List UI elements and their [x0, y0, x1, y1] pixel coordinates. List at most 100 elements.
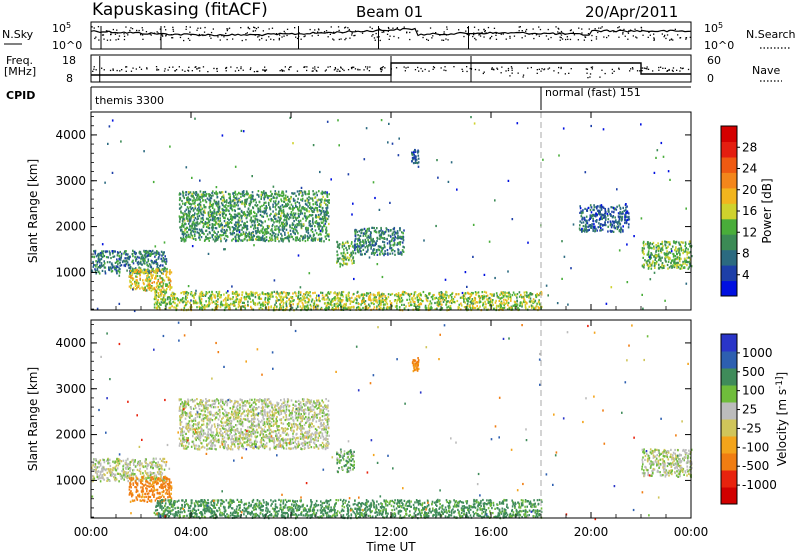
power-cell: [162, 300, 165, 303]
noise-search-dot: [329, 33, 331, 35]
power-cell: [186, 226, 189, 229]
power-cell: [160, 272, 163, 275]
power-cell: [149, 280, 151, 283]
power-cell: [312, 238, 314, 241]
power-cell: [282, 304, 284, 307]
freq-trace: [91, 56, 691, 82]
power-cell: [152, 288, 154, 291]
power-cell: [186, 200, 188, 204]
noise-search-dot: [340, 38, 342, 40]
power-cell: [296, 223, 298, 226]
power-cell: [266, 195, 269, 198]
power-cell: [259, 237, 262, 240]
power-cell: [198, 208, 201, 211]
power-cell: [229, 207, 232, 210]
power-cell: [375, 242, 377, 245]
power-cell: [280, 232, 282, 235]
nave-dot: [417, 66, 419, 69]
power-cell: [182, 225, 185, 228]
power-cell: [187, 207, 190, 210]
power-cell: [481, 296, 484, 299]
nave-dot: [314, 68, 316, 70]
power-cell: [192, 237, 195, 240]
noise-search-dot: [547, 38, 550, 40]
power-cell: [309, 206, 312, 209]
power-cell: [362, 295, 365, 299]
nave-dot: [329, 66, 331, 68]
power-cell: [241, 233, 243, 236]
power-cell: [221, 191, 224, 194]
power-cell: [191, 294, 194, 297]
power-cell: [475, 301, 477, 304]
power-cell: [470, 291, 473, 295]
power-cell: [401, 241, 404, 244]
power-cell: [211, 301, 214, 304]
power-cell: [221, 226, 224, 229]
power-cell: [473, 306, 475, 309]
power-cell: [241, 192, 243, 196]
power-cell: [183, 304, 186, 307]
noise-search-dot: [577, 39, 579, 41]
power-cell: [263, 210, 265, 213]
power-cell: [265, 194, 268, 197]
power-cell: [210, 294, 212, 297]
power-cell: [410, 292, 413, 296]
power-cell: [270, 217, 272, 220]
power-cell: [447, 296, 450, 299]
nave-dot: [379, 68, 382, 70]
power-cell: [438, 301, 441, 304]
power-cell: [239, 301, 241, 304]
power-cell: [257, 194, 260, 197]
power-cell: [207, 237, 209, 240]
power-cell: [131, 252, 134, 256]
power-cell: [294, 199, 296, 202]
power-cell: [373, 295, 376, 298]
nave-dot: [103, 69, 105, 71]
power-cell: [318, 205, 321, 208]
power-cell: [264, 296, 267, 300]
nave-dot: [264, 66, 266, 68]
power-cell: [216, 300, 219, 304]
power-cell: [514, 303, 516, 306]
power-cell: [324, 219, 327, 222]
power-cell: [250, 234, 252, 237]
power-cell: [358, 230, 360, 233]
nave-dot: [337, 68, 339, 71]
noise-search-dot: [129, 29, 131, 32]
power-cell: [190, 208, 192, 211]
power-cell: [223, 293, 225, 296]
nave-dot: [462, 70, 464, 72]
power-cell: [408, 295, 411, 298]
power-cell: [434, 308, 437, 311]
power-cell: [326, 208, 328, 211]
power-cell: [155, 294, 157, 297]
nave-dot: [538, 68, 540, 70]
power-cell: [112, 252, 114, 255]
power-cell: [440, 294, 442, 297]
power-cell: [214, 201, 216, 204]
noise-search-dot: [679, 37, 682, 39]
power-cell: [208, 220, 211, 223]
nave-dot: [225, 66, 228, 69]
noise-search-dot: [333, 32, 335, 34]
noise-search-dot: [468, 34, 470, 36]
power-cell: [266, 212, 268, 215]
power-cell: [283, 219, 285, 222]
power-cell: [481, 291, 484, 294]
power-cell: [321, 221, 323, 224]
power-cell: [600, 223, 602, 226]
power-cell: [158, 268, 161, 271]
noise-search-dot: [435, 32, 437, 34]
nave-dot: [197, 67, 200, 69]
power-cell: [379, 235, 381, 238]
noise-search-dot: [248, 28, 251, 30]
power-cell: [402, 245, 404, 248]
power-cell: [388, 305, 391, 309]
power-cell: [384, 303, 386, 306]
power-cell: [180, 228, 182, 232]
noise-search-dot: [387, 30, 389, 32]
power-cell: [503, 301, 505, 304]
power-cell: [349, 306, 351, 309]
nave-dot: [611, 72, 614, 74]
power-cell: [194, 230, 196, 233]
